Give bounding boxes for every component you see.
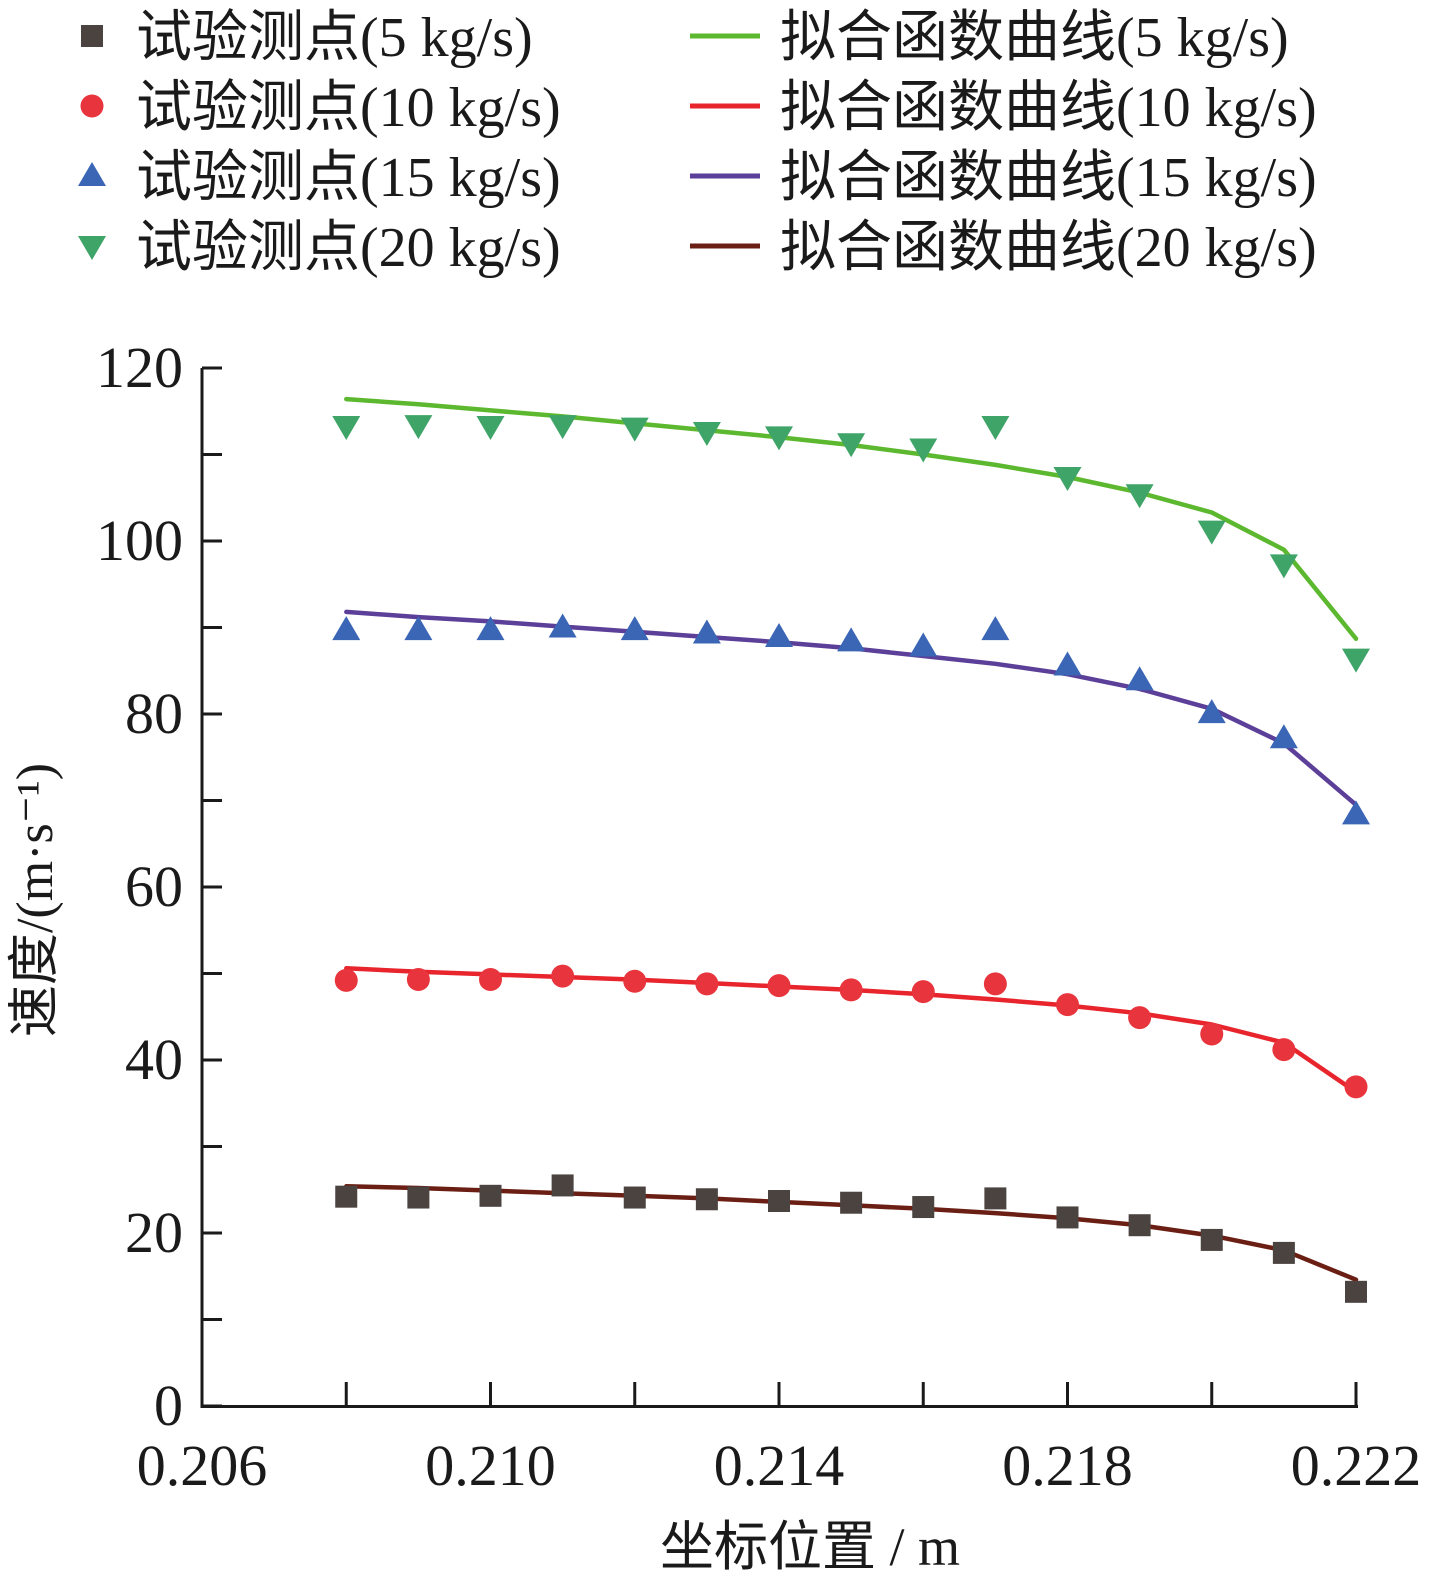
- data-point: [1269, 554, 1298, 579]
- legend-label: 试验测点(5 kg/s): [136, 7, 533, 69]
- data-point: [479, 968, 502, 992]
- axes: [200, 368, 1358, 1408]
- data-point: [1272, 1241, 1295, 1264]
- data-point: [1053, 651, 1082, 676]
- data-point: [1200, 1022, 1224, 1046]
- data-point: [406, 968, 430, 992]
- y-tick-label: 80: [125, 681, 183, 746]
- data-point: [909, 632, 938, 657]
- data-point: [840, 1191, 863, 1214]
- data-point: [1200, 1228, 1223, 1251]
- y-tick-label: 60: [125, 854, 183, 919]
- data-point: [695, 972, 719, 996]
- y-tick-label: 100: [96, 508, 183, 573]
- data-point: [1269, 724, 1298, 749]
- legend-label: 拟合函数曲线(20 kg/s): [780, 217, 1317, 279]
- data-point: [695, 1188, 718, 1211]
- data-point: [837, 627, 866, 652]
- legend-label: 拟合函数曲线(15 kg/s): [780, 147, 1317, 209]
- data-point: [1125, 484, 1154, 509]
- y-axis-label: 速度/(m·s⁻¹): [7, 763, 64, 1037]
- data-point: [479, 1184, 502, 1207]
- data-point: [404, 616, 433, 641]
- data-point: [623, 1186, 646, 1209]
- data-point: [1125, 666, 1154, 691]
- data-point: [767, 974, 791, 998]
- data-point: [765, 623, 793, 648]
- legend-label: 试验测点(10 kg/s): [136, 77, 561, 139]
- data-point: [1272, 1038, 1296, 1062]
- data-point: [912, 1196, 935, 1219]
- data-point: [692, 619, 721, 644]
- data-point: [548, 613, 577, 638]
- data-point: [981, 415, 1010, 440]
- legend-label: 试验测点(15 kg/s): [136, 147, 561, 209]
- data-point: [1056, 993, 1079, 1017]
- data-point: [1342, 800, 1370, 825]
- data-point: [551, 964, 575, 988]
- data-point: [332, 616, 361, 641]
- legend-marker: [80, 94, 104, 118]
- data-point: [984, 1187, 1007, 1210]
- data-point: [623, 969, 647, 993]
- data-point: [1344, 1075, 1368, 1099]
- y-tick-label: 40: [125, 1027, 183, 1092]
- data-point: [1128, 1006, 1152, 1030]
- x-tick-label: 0.214: [714, 1433, 845, 1498]
- legend-marker: [78, 162, 106, 186]
- legend-label: 拟合函数曲线(10 kg/s): [780, 77, 1317, 139]
- data-point: [404, 415, 433, 440]
- data-point: [334, 968, 358, 992]
- data-point: [548, 415, 577, 440]
- measurement-points: [332, 415, 1370, 1303]
- y-tick-label: 120: [96, 335, 183, 400]
- data-point: [1197, 699, 1226, 724]
- data-point: [332, 415, 361, 440]
- y-tick-label: 0: [154, 1373, 183, 1438]
- x-tick-label: 0.222: [1291, 1433, 1422, 1498]
- data-point: [551, 1174, 574, 1197]
- x-tick-label: 0.206: [137, 1433, 268, 1498]
- data-point: [839, 978, 863, 1002]
- data-point: [909, 438, 938, 463]
- data-point: [692, 422, 721, 447]
- legend-label: 试验测点(20 kg/s): [136, 217, 561, 279]
- data-point: [1345, 1280, 1367, 1303]
- data-point: [837, 433, 866, 458]
- x-tick-label: 0.210: [425, 1433, 556, 1498]
- legend-label: 拟合函数曲线(5 kg/s): [780, 7, 1289, 69]
- data-point: [1342, 648, 1370, 673]
- data-point: [1128, 1214, 1151, 1237]
- data-point: [407, 1186, 430, 1209]
- data-point: [1197, 520, 1226, 545]
- legend-marker: [81, 25, 103, 47]
- data-point: [983, 972, 1007, 996]
- data-point: [1053, 466, 1082, 491]
- data-point: [1056, 1206, 1079, 1229]
- data-point: [768, 1189, 790, 1212]
- data-point: [765, 426, 793, 451]
- data-point: [335, 1185, 358, 1208]
- data-point: [981, 616, 1010, 641]
- data-point: [620, 417, 649, 442]
- data-point: [620, 616, 649, 641]
- x-tick-label: 0.218: [1002, 1433, 1133, 1498]
- axis-ticks: 0 20 40 60 80 100 120 0.206 0.210 0.214 0.218 0.222: [96, 335, 1421, 1498]
- y-tick-label: 20: [125, 1200, 183, 1265]
- x-axis-label: 坐标位置 / m: [660, 1517, 960, 1577]
- data-point: [476, 616, 505, 641]
- data-point: [476, 415, 505, 440]
- legend-marker: [78, 236, 106, 260]
- legend: 试验测点(5 kg/s) 试验测点(10 kg/s) 试验测点(15 kg/s) 试验…: [78, 7, 1317, 279]
- data-point: [911, 980, 935, 1004]
